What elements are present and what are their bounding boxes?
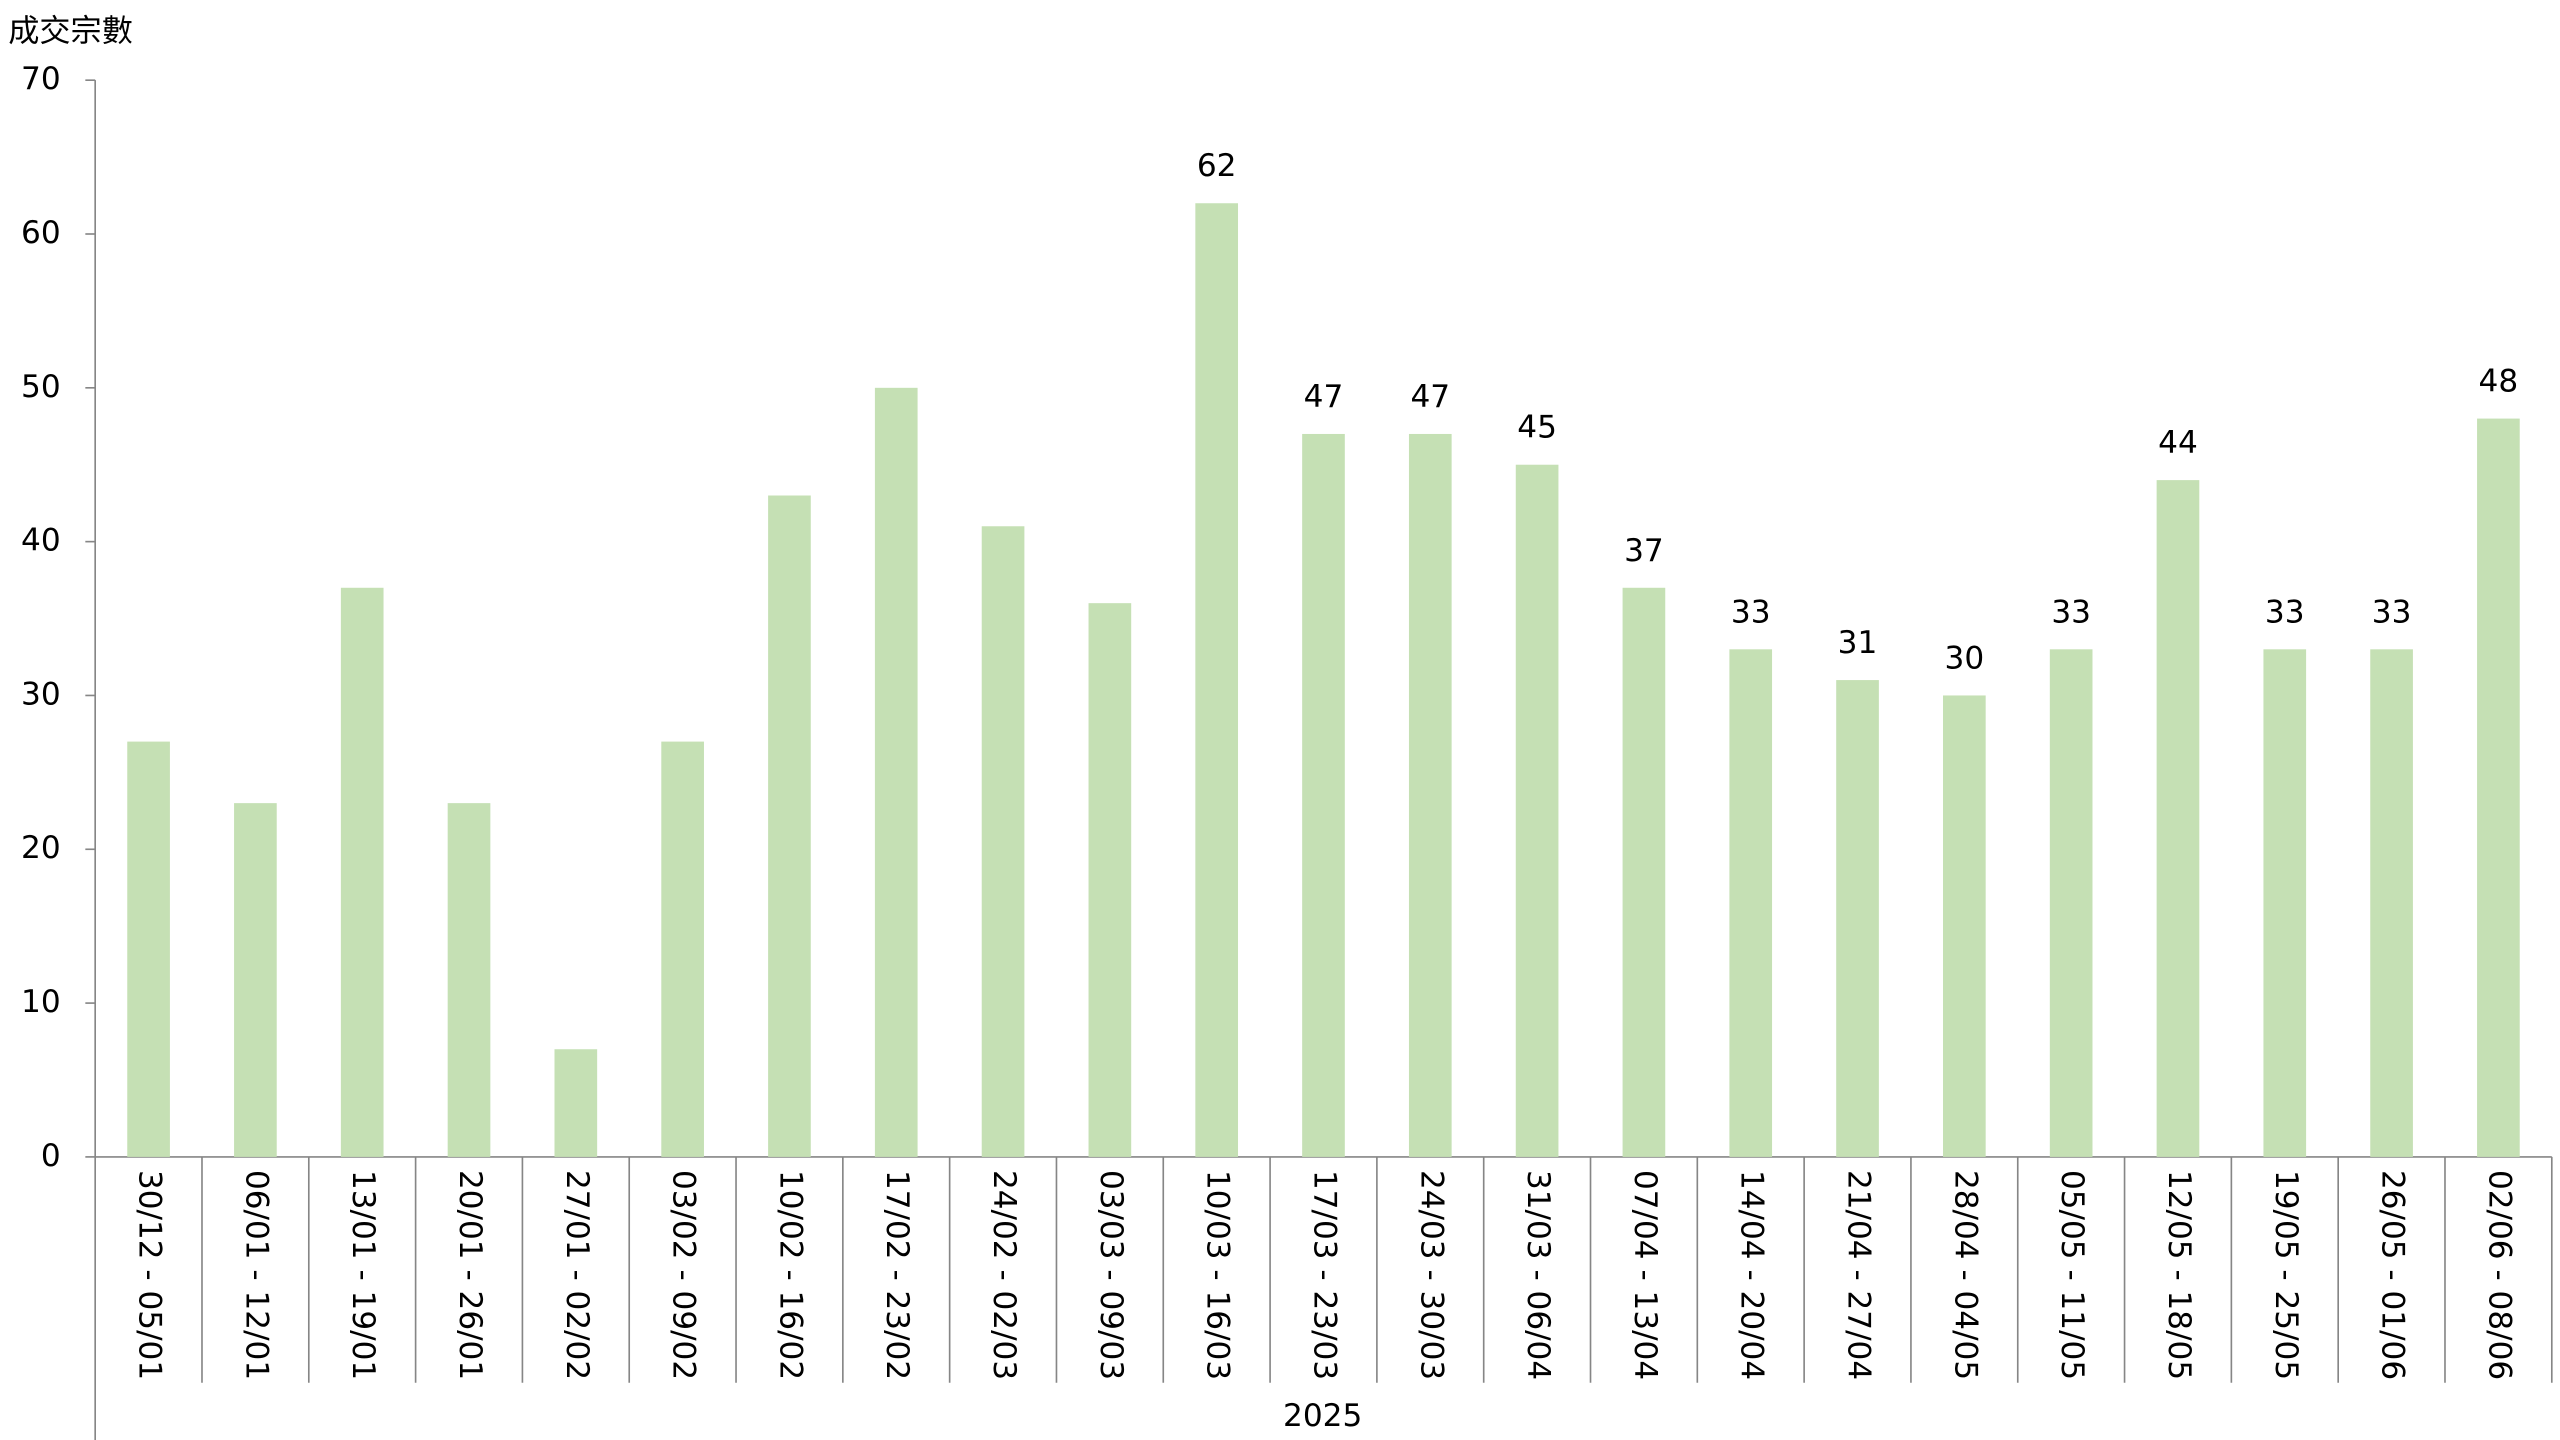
bar	[1729, 649, 1773, 1157]
bar	[2477, 418, 2520, 1157]
x-tick-label: 17/03 - 23/03	[1306, 1170, 1342, 1380]
y-tick-label: 10	[21, 984, 61, 1020]
data-label: 33	[2265, 594, 2305, 630]
y-tick-label: 30	[21, 676, 61, 712]
x-tick-label: 26/05 - 01/06	[2375, 1170, 2411, 1380]
bar	[1088, 603, 1132, 1157]
data-label: 33	[1731, 594, 1771, 630]
bar	[1836, 680, 1879, 1157]
x-tick-label: 24/03 - 30/03	[1413, 1170, 1449, 1380]
y-tick-label: 70	[21, 61, 61, 97]
bar	[1195, 203, 1239, 1157]
data-label: 30	[1945, 640, 1985, 676]
bar	[234, 803, 277, 1157]
x-tick-label: 03/03 - 09/03	[1093, 1170, 1129, 1380]
x-tick-label: 07/04 - 13/04	[1627, 1170, 1663, 1380]
y-tick-label: 0	[41, 1138, 61, 1174]
x-tick-label: 10/02 - 16/02	[772, 1170, 808, 1380]
data-label: 33	[2372, 594, 2412, 630]
x-tick-label: 31/03 - 06/04	[1520, 1170, 1556, 1380]
data-label: 47	[1410, 379, 1450, 415]
x-tick-label: 19/05 - 25/05	[2268, 1170, 2304, 1380]
bar	[1515, 464, 1559, 1157]
y-tick-label: 40	[21, 523, 61, 559]
data-label: 31	[1838, 625, 1878, 661]
data-label: 37	[1624, 533, 1664, 569]
x-tick-label: 05/05 - 11/05	[2054, 1170, 2090, 1380]
data-label: 62	[1197, 148, 1237, 184]
x-tick-label: 13/01 - 19/01	[345, 1170, 381, 1380]
x-tick-label: 12/05 - 18/05	[2161, 1170, 2197, 1380]
bar	[1622, 587, 1666, 1157]
y-tick-label: 50	[21, 369, 61, 405]
y-axis-label: 成交宗數	[8, 14, 133, 50]
bar	[661, 741, 704, 1157]
x-tick-label: 06/01 - 12/01	[238, 1170, 274, 1380]
y-tick-label: 20	[21, 830, 61, 866]
data-label: 47	[1304, 379, 1344, 415]
bar	[981, 526, 1025, 1157]
bar	[2263, 649, 2307, 1157]
x-tick-label: 17/02 - 23/02	[879, 1170, 915, 1380]
x-tick-label: 02/06 - 08/06	[2481, 1170, 2517, 1380]
bar	[1302, 433, 1345, 1157]
x-tick-label: 03/02 - 09/02	[666, 1170, 702, 1380]
bar	[1408, 433, 1452, 1157]
bar	[1943, 695, 1986, 1157]
data-label: 45	[1517, 410, 1557, 446]
bar	[447, 803, 491, 1157]
x-tick-label: 21/04 - 27/04	[1841, 1170, 1877, 1380]
data-label: 48	[2479, 364, 2519, 400]
x-tick-label: 20/01 - 26/01	[452, 1170, 488, 1380]
bar	[340, 587, 384, 1157]
bar	[2156, 480, 2200, 1157]
bar	[2370, 649, 2413, 1157]
x-group-label: 2025	[1283, 1398, 1362, 1434]
y-tick-label: 60	[21, 215, 61, 251]
x-tick-label: 14/04 - 20/04	[1734, 1170, 1770, 1380]
x-tick-label: 24/02 - 02/03	[986, 1170, 1022, 1380]
x-tick-label: 27/01 - 02/02	[559, 1170, 595, 1380]
bar	[874, 387, 918, 1157]
bar	[2049, 649, 2093, 1157]
x-tick-label: 30/12 - 05/01	[132, 1170, 168, 1380]
data-label: 44	[2158, 425, 2198, 461]
x-tick-label: 10/03 - 16/03	[1200, 1170, 1236, 1380]
x-tick-label: 28/04 - 04/05	[1947, 1170, 1983, 1380]
data-label: 33	[2051, 594, 2091, 630]
bar	[127, 741, 170, 1157]
bar	[554, 1049, 598, 1157]
bar	[768, 495, 811, 1157]
